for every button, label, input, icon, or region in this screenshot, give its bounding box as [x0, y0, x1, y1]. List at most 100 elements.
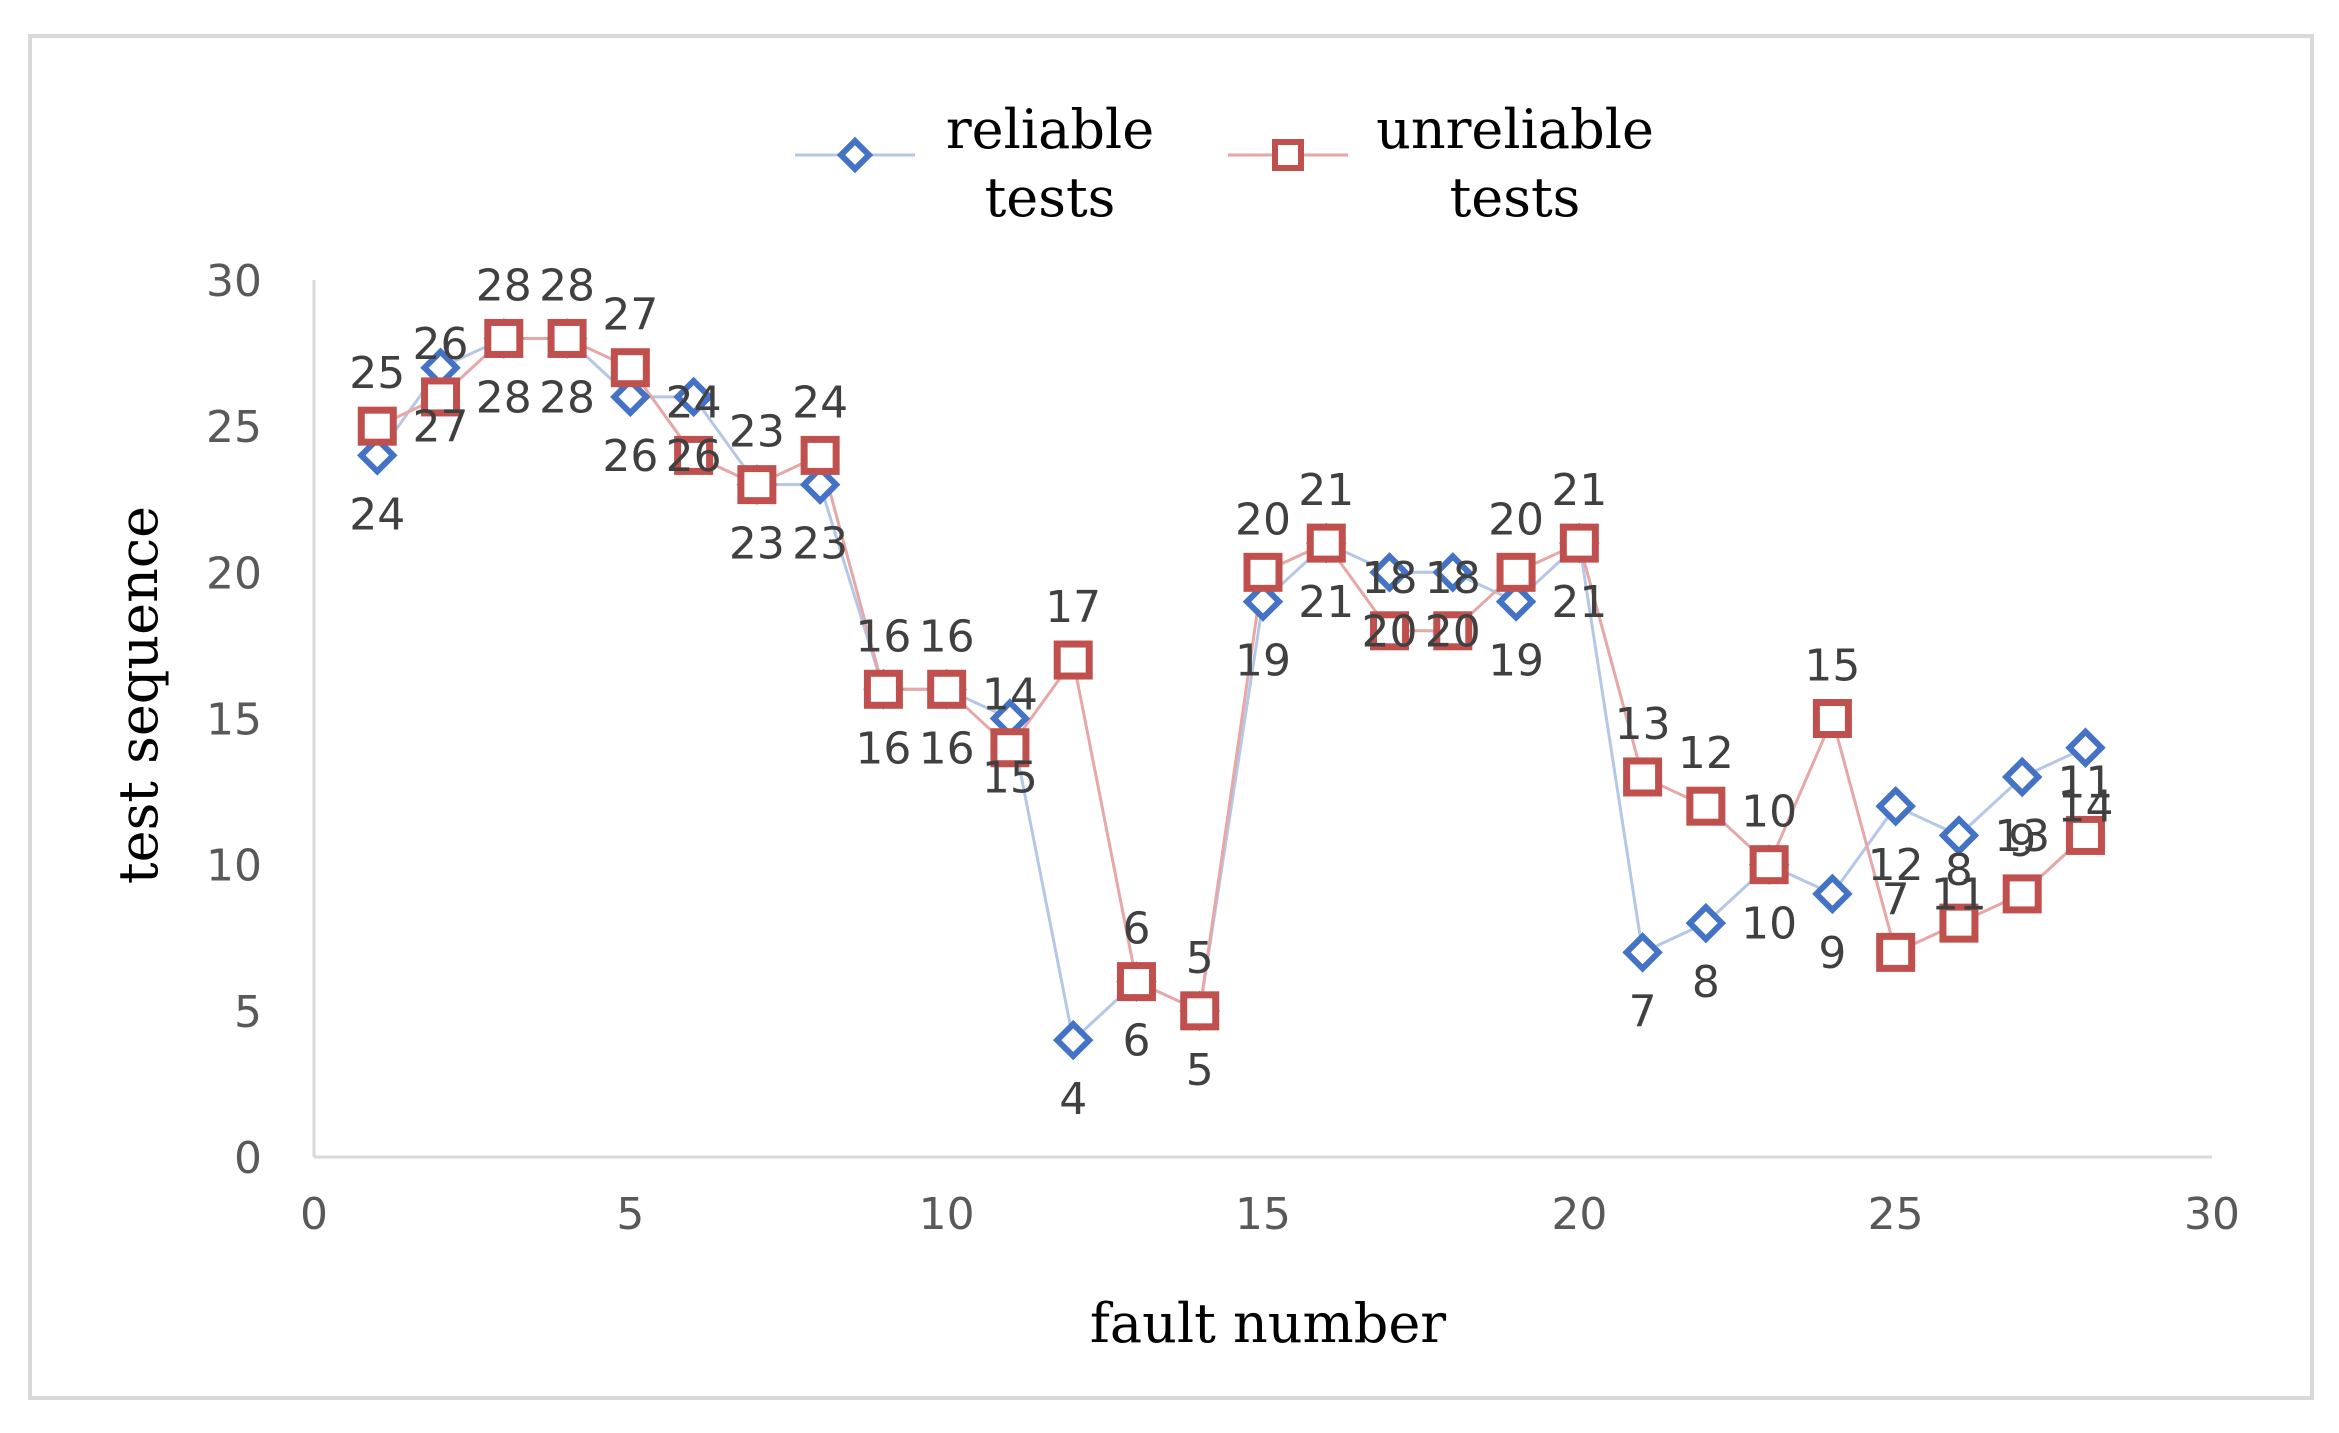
unreliable-data-label: 27	[602, 290, 658, 341]
unreliable-data-label: 17	[1045, 582, 1101, 633]
unreliable-data-label: 18	[1362, 553, 1418, 604]
reliable-point	[1685, 902, 1727, 944]
unreliable-data-label: 5	[1186, 933, 1214, 984]
reliable-data-label: 21	[1298, 577, 1354, 628]
unreliable-data-label: 14	[982, 670, 1038, 721]
x-tick-label: 30	[2184, 1189, 2240, 1240]
unreliable-data-label: 7	[1882, 874, 1910, 925]
y-tick-label: 10	[206, 841, 262, 892]
unreliable-point	[927, 669, 967, 709]
unreliable-data-label: 16	[919, 611, 975, 662]
unreliable-data-label: 26	[413, 319, 469, 370]
unreliable-point	[1749, 845, 1789, 885]
y-tick-label: 5	[234, 987, 262, 1038]
unreliable-point	[1053, 640, 1093, 680]
reliable-data-label: 15	[982, 753, 1038, 804]
legend-marker-unreliable	[1272, 139, 1304, 171]
y-tick-label: 30	[206, 256, 262, 307]
y-tick-label: 15	[206, 695, 262, 746]
reliable-point	[1812, 873, 1853, 915]
reliable-point	[1369, 552, 1410, 593]
unreliable-point	[674, 435, 714, 475]
unreliable-data-label: 20	[1235, 494, 1291, 545]
reliable-point	[1242, 581, 1284, 622]
unreliable-point	[990, 728, 1030, 768]
unreliable-point	[2002, 874, 2042, 914]
reliable-data-label: 7	[1629, 986, 1657, 1037]
unreliable-data-label: 28	[476, 260, 532, 311]
reliable-data-label: 8	[1692, 957, 1720, 1008]
reliable-data-label: 12	[1868, 840, 1924, 891]
unreliable-data-label: 28	[539, 260, 595, 311]
legend-label-line1: unreliable	[1376, 98, 1654, 161]
x-tick-label: 0	[300, 1189, 328, 1240]
legend-label-line2: tests	[985, 166, 1116, 229]
y-tick-label: 25	[206, 402, 262, 453]
reliable-data-label: 24	[349, 489, 405, 540]
reliable-point	[357, 435, 398, 476]
unreliable-point	[1433, 611, 1473, 651]
unreliable-data-label: 23	[729, 407, 785, 458]
unreliable-point	[1876, 932, 1916, 972]
unreliable-point	[1370, 611, 1410, 651]
legend-label-line1: reliable	[946, 98, 1154, 161]
unreliable-point	[1116, 962, 1156, 1002]
series-markers-group	[357, 318, 2106, 1061]
unreliable-point	[737, 465, 777, 505]
reliable-data-label: 9	[1818, 928, 1846, 979]
unreliable-point	[1686, 786, 1726, 826]
unreliable-data-label: 21	[1551, 465, 1607, 516]
unreliable-point	[800, 435, 840, 475]
unreliable-point	[547, 318, 587, 358]
reliable-data-label: 23	[792, 519, 848, 570]
unreliable-data-label: 10	[1741, 787, 1797, 838]
unreliable-data-label: 21	[1298, 465, 1354, 516]
x-axis-title: fault number	[1090, 1292, 1446, 1355]
reliable-point	[610, 376, 651, 418]
unreliable-point	[1623, 757, 1663, 797]
reliable-data-label: 14	[2057, 782, 2113, 833]
unreliable-data-label: 18	[1425, 553, 1481, 604]
unreliable-point	[863, 669, 903, 709]
reliable-data-label: 4	[1059, 1074, 1087, 1125]
x-tick-label: 10	[919, 1189, 975, 1240]
unreliable-point	[484, 318, 524, 358]
reliable-data-label: 10	[1741, 899, 1797, 950]
reliable-data-label: 19	[1235, 636, 1291, 687]
unreliable-point	[2065, 815, 2105, 855]
reliable-point	[1495, 581, 1537, 622]
unreliable-point	[421, 377, 461, 417]
reliable-data-label: 28	[476, 372, 532, 423]
reliable-data-label: 27	[413, 402, 469, 453]
reliable-data-label: 19	[1488, 636, 1544, 687]
unreliable-data-label: 9	[2008, 816, 2036, 867]
reliable-point	[2001, 756, 2043, 798]
reliable-point	[2065, 727, 2106, 768]
reliable-point	[1622, 932, 1663, 973]
unreliable-point	[1180, 991, 1220, 1031]
y-tick-label: 20	[206, 548, 262, 599]
unreliable-point	[1243, 552, 1283, 592]
reliable-data-label: 23	[729, 519, 785, 570]
series-line-reliable	[376, 337, 2087, 1042]
reliable-point	[673, 376, 714, 418]
unreliable-data-label: 15	[1804, 641, 1860, 692]
unreliable-data-label: 8	[1945, 845, 1973, 896]
unreliable-data-label: 25	[349, 348, 405, 399]
unreliable-point	[1939, 903, 1979, 943]
chart-frame	[28, 34, 2314, 1400]
unreliable-data-label: 11	[2057, 757, 2113, 808]
unreliable-point	[1812, 699, 1852, 738]
reliable-point	[1052, 1019, 1094, 1061]
unreliable-point	[1306, 523, 1346, 563]
reliable-data-label: 16	[919, 723, 975, 774]
unreliable-data-label: 16	[855, 611, 911, 662]
y-tick-label: 0	[234, 1133, 262, 1184]
reliable-data-label: 26	[666, 431, 722, 482]
unreliable-data-label: 12	[1678, 728, 1734, 779]
unreliable-data-label: 13	[1615, 699, 1671, 750]
unreliable-data-label: 24	[792, 377, 848, 428]
